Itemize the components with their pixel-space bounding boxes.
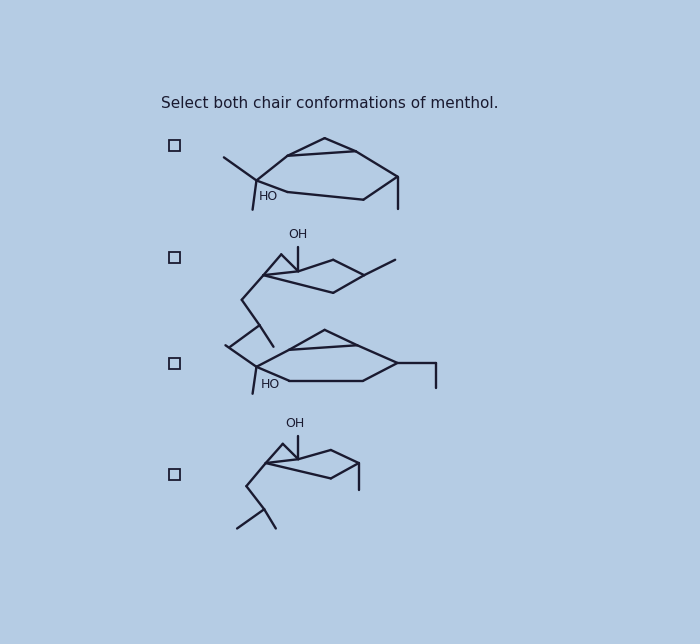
Text: OH: OH [285,417,304,430]
Text: HO: HO [260,378,280,391]
Text: HO: HO [259,190,278,203]
Bar [169,358,180,369]
Bar [169,469,180,480]
Text: OH: OH [288,227,308,240]
Bar [169,140,180,151]
Text: Select both chair conformations of menthol.: Select both chair conformations of menth… [161,96,498,111]
Bar [169,252,180,263]
